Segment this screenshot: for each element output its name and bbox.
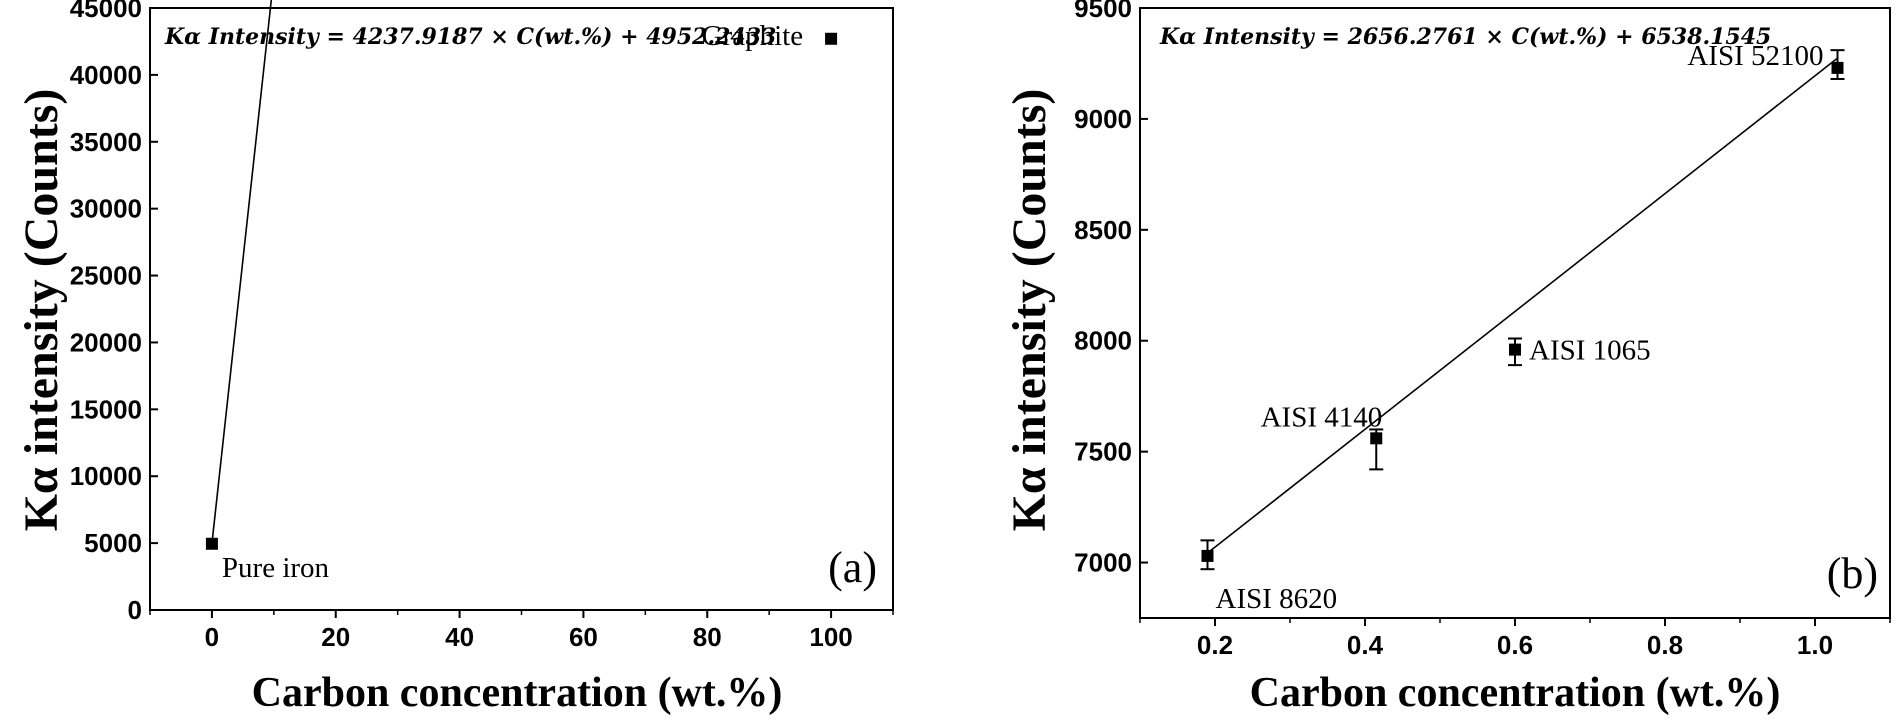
fit-line-a <box>211 0 273 544</box>
y-tick-label: 8500 <box>1074 215 1132 245</box>
data-point-label: AISI 52100 <box>1687 40 1823 72</box>
data-point-marker <box>825 32 838 45</box>
chart-panel-b: 7000 7500 8000 8500 9000 9500 0.2 0.4 0.6 0.8 1.0… <box>1003 0 1891 716</box>
fit-equation-b: Kα Intensity = 2656.2761 × C(wt.%) + 653… <box>1159 24 1771 50</box>
y-axis-ticks-b: 7000 7500 8000 8500 9000 9500 <box>1074 0 1148 578</box>
fit-equation-a: Kα Intensity = 4237.9187 × C(wt.%) + 495… <box>164 24 776 50</box>
x-tick-label: 20 <box>321 622 350 652</box>
x-tick-label: 1.0 <box>1797 630 1833 660</box>
y-tick-label: 25000 <box>70 261 142 291</box>
y-tick-label: 5000 <box>84 528 142 558</box>
x-tick-label: 80 <box>693 622 722 652</box>
x-tick-label: 0.6 <box>1497 630 1533 660</box>
y-tick-label: 10000 <box>70 461 142 491</box>
data-point-marker <box>1831 61 1844 74</box>
y-tick-label: 8000 <box>1074 326 1132 356</box>
y-tick-label: 30000 <box>70 194 142 224</box>
chart-panel-a: 0 5000 10000 15000 20000 25000 30000 35000 40000… <box>15 0 894 716</box>
x-tick-label: 0.2 <box>1197 630 1233 660</box>
x-axis-ticks-a: 0 20 40 60 80 100 <box>149 610 894 652</box>
panel-label-a: (a) <box>828 543 877 592</box>
plot-frame-b <box>1139 7 1891 619</box>
panel-label-b: (b) <box>1827 549 1878 598</box>
y-axis-label-a: Kα intensity (Counts) <box>15 89 68 532</box>
y-tick-label: 20000 <box>70 327 142 357</box>
data-point-label: AISI 4140 <box>1261 401 1383 433</box>
x-tick-label: 40 <box>445 622 474 652</box>
y-tick-label: 40000 <box>70 60 142 90</box>
y-tick-label: 9500 <box>1074 0 1132 23</box>
fit-line-b <box>1207 57 1838 554</box>
data-points-a: Pure iron Graphite <box>205 20 838 584</box>
y-tick-label: 9000 <box>1074 104 1132 134</box>
x-tick-label: 0 <box>205 622 219 652</box>
x-axis-label-b: Carbon concentration (wt.%) <box>1250 670 1781 716</box>
data-point-label: Pure iron <box>222 552 330 584</box>
data-point-label: AISI 1065 <box>1529 335 1651 367</box>
y-tick-label: 7500 <box>1074 437 1132 467</box>
y-tick-label: 7000 <box>1074 548 1132 578</box>
y-tick-label: 35000 <box>70 127 142 157</box>
y-tick-label: 45000 <box>70 0 142 23</box>
data-point-marker <box>205 537 218 550</box>
y-tick-label: 0 <box>128 595 142 625</box>
data-point-marker <box>1370 432 1383 445</box>
x-axis-label-a: Carbon concentration (wt.%) <box>252 670 783 716</box>
x-tick-label: 60 <box>569 622 598 652</box>
plot-frame-a <box>149 7 894 611</box>
data-points-b: AISI 8620 AISI 4140 AISI 1065 AISI 52100 <box>1200 40 1845 615</box>
x-tick-label: 0.4 <box>1347 630 1384 660</box>
x-axis-ticks-b: 0.2 0.4 0.6 0.8 1.0 <box>1139 618 1891 660</box>
y-axis-label-b: Kα intensity (Counts) <box>1003 89 1056 532</box>
x-tick-label: 100 <box>809 622 852 652</box>
y-tick-label: 15000 <box>70 394 142 424</box>
data-point-label: AISI 8620 <box>1216 583 1338 615</box>
data-point-marker <box>1509 343 1521 356</box>
data-point-marker <box>1201 549 1214 562</box>
data-point-label: Graphite <box>702 20 803 52</box>
x-tick-label: 0.8 <box>1647 630 1683 660</box>
y-axis-ticks-a: 0 5000 10000 15000 20000 25000 30000 35000 40000… <box>70 0 158 625</box>
